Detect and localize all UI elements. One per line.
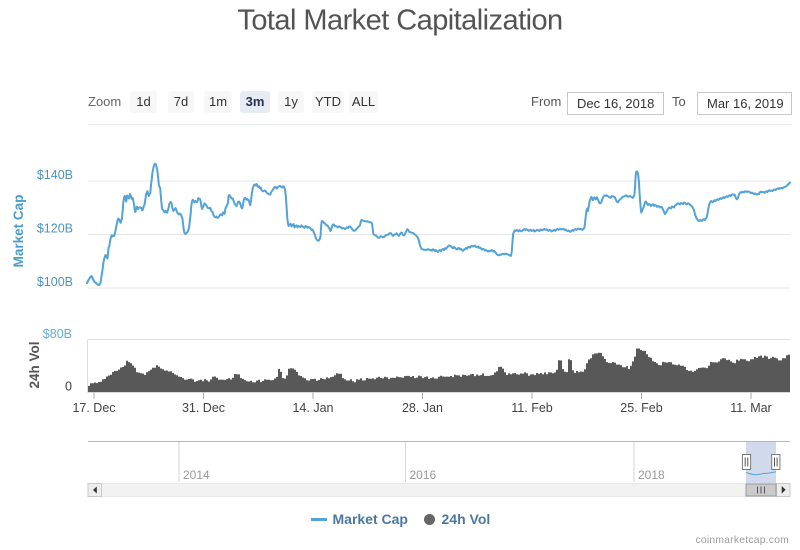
- svg-text:25. Feb: 25. Feb: [620, 401, 662, 415]
- svg-text:17. Dec: 17. Dec: [72, 401, 115, 415]
- svg-text:2016: 2016: [410, 468, 437, 482]
- svg-text:$120B: $120B: [37, 222, 73, 236]
- svg-text:Total Market Capitalization: Total Market Capitalization: [237, 5, 562, 37]
- svg-text:24h Vol: 24h Vol: [442, 511, 491, 527]
- svg-text:Market Cap: Market Cap: [333, 511, 408, 527]
- svg-text:Market Cap: Market Cap: [11, 195, 26, 268]
- svg-text:31. Dec: 31. Dec: [182, 401, 225, 415]
- svg-text:coinmarketcap.com: coinmarketcap.com: [695, 535, 789, 546]
- svg-text:2018: 2018: [638, 468, 665, 482]
- svg-text:28. Jan: 28. Jan: [402, 401, 443, 415]
- svg-text:$140B: $140B: [37, 168, 73, 182]
- svg-text:$100B: $100B: [37, 275, 73, 289]
- svg-text:11. Mar: 11. Mar: [730, 401, 771, 415]
- svg-text:11. Feb: 11. Feb: [511, 401, 553, 415]
- svg-text:$80B: $80B: [43, 327, 72, 341]
- svg-text:2014: 2014: [183, 468, 210, 482]
- svg-text:24h Vol: 24h Vol: [27, 341, 42, 388]
- svg-text:0: 0: [65, 380, 72, 394]
- svg-text:14. Jan: 14. Jan: [292, 401, 333, 415]
